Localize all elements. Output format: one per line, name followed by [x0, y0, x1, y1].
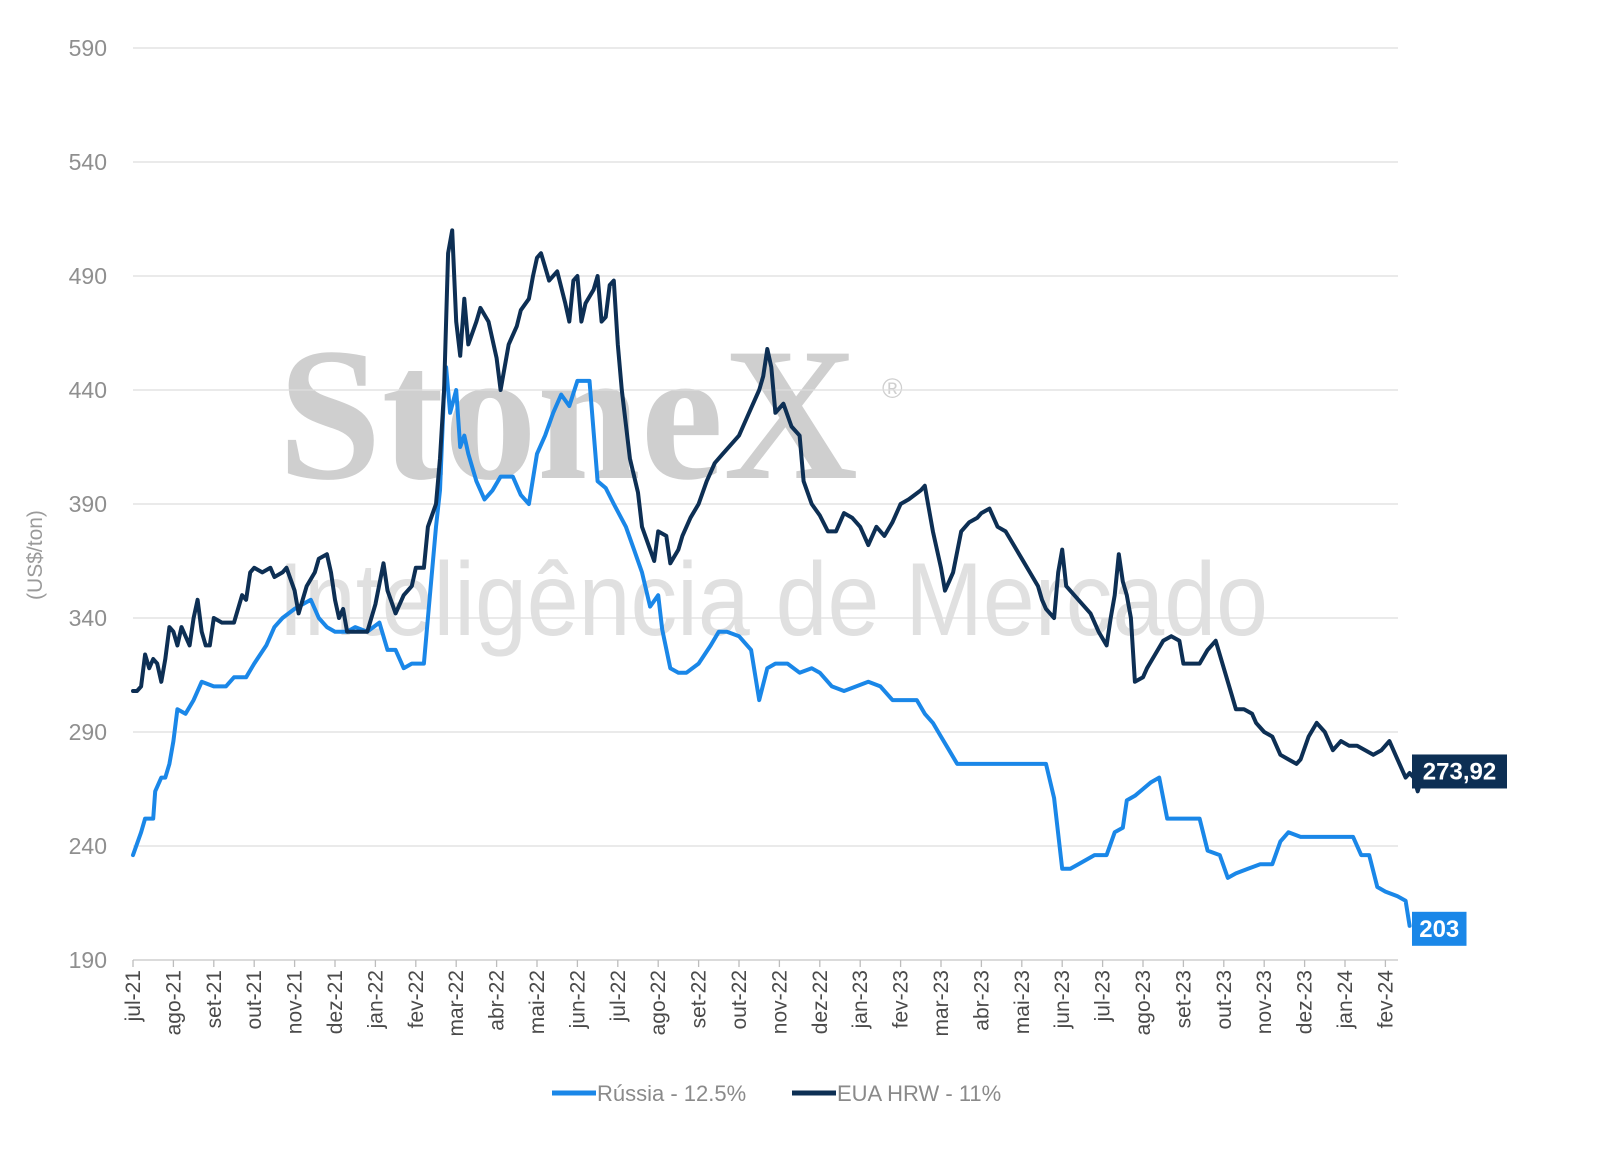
x-tick-label: jan-24	[1334, 970, 1357, 1030]
x-tick-label: dez-23	[1294, 970, 1317, 1034]
y-tick-label: 540	[69, 149, 107, 175]
legend: Rússia - 12.5% EUA HRW - 11%	[552, 1081, 1001, 1106]
x-tick-label: set-22	[688, 970, 711, 1028]
y-tick-label: 440	[69, 377, 107, 403]
y-tick-label: 590	[69, 35, 107, 61]
y-tick-label: 190	[69, 947, 107, 973]
x-tick-label: ago-23	[1132, 970, 1155, 1035]
y-axis-ticks: 190 240 290 340 390 440 490 540 590	[69, 35, 107, 973]
x-tick-label: jul-21	[122, 970, 145, 1022]
x-tick-label: mar-23	[930, 970, 953, 1037]
x-tick-label: dez-22	[809, 970, 832, 1034]
legend-label: Rússia - 12.5%	[597, 1081, 746, 1106]
x-tick-label: ago-21	[162, 970, 185, 1035]
x-tick-label: fev-24	[1374, 970, 1397, 1029]
x-tick-label: jun-22	[566, 970, 589, 1029]
x-tick-label: abr-23	[970, 970, 993, 1031]
y-tick-label: 290	[69, 719, 107, 745]
end-label-value: 273,92	[1423, 758, 1496, 785]
watermark-registered-mark: ®	[882, 373, 903, 404]
y-tick-label: 240	[69, 833, 107, 859]
x-tick-label: ago-22	[647, 970, 670, 1035]
series-lines	[131, 228, 1428, 928]
x-tick-label: fev-22	[405, 970, 428, 1028]
y-tick-label: 340	[69, 605, 107, 631]
x-tick-label: jul-22	[607, 970, 630, 1022]
x-tick-label: fev-23	[890, 970, 913, 1028]
x-tick-label: nov-23	[1253, 970, 1276, 1034]
x-tick-label: jan-22	[364, 970, 387, 1029]
x-tick-label: jul-23	[1092, 970, 1115, 1022]
legend-label: EUA HRW - 11%	[837, 1081, 1001, 1106]
x-tick-label: mar-22	[445, 970, 468, 1037]
end-label-box	[1412, 911, 1467, 946]
x-tick-label: out-22	[728, 970, 751, 1030]
x-tick-label: nov-22	[768, 970, 791, 1034]
y-tick-label: 490	[69, 263, 107, 289]
end-label-box	[1412, 754, 1507, 789]
watermark-brand: StoneX	[278, 310, 858, 520]
x-tick-label: jan-23	[849, 970, 872, 1029]
x-tick-label: jun-23	[1051, 970, 1074, 1029]
end-label-value: 203	[1419, 916, 1459, 943]
x-tick-label: nov-21	[284, 970, 307, 1034]
series-line-eua-hrw	[131, 228, 1428, 794]
stonex-watermark: StoneX ® Inteligência de Mercado	[278, 310, 1268, 658]
x-tick-label: set-23	[1172, 970, 1195, 1028]
x-axis: jul-21 ago-21 set-21 out-21 nov-21 dez-21 jan-…	[122, 959, 1398, 1037]
x-tick-label: out-21	[243, 970, 266, 1030]
series-line-russia	[131, 365, 1412, 928]
x-tick-label: mai-23	[1011, 970, 1034, 1034]
x-tick-label: out-23	[1213, 970, 1236, 1030]
x-tick-label: set-21	[203, 970, 226, 1028]
y-axis-label: (US$/ton)	[24, 510, 47, 600]
y-tick-label: 390	[69, 491, 107, 517]
end-labels: 203 273,92	[1412, 754, 1507, 946]
x-tick-label: abr-22	[486, 970, 509, 1031]
x-tick-label: dez-21	[324, 970, 347, 1034]
x-tick-label: mai-22	[526, 970, 549, 1034]
